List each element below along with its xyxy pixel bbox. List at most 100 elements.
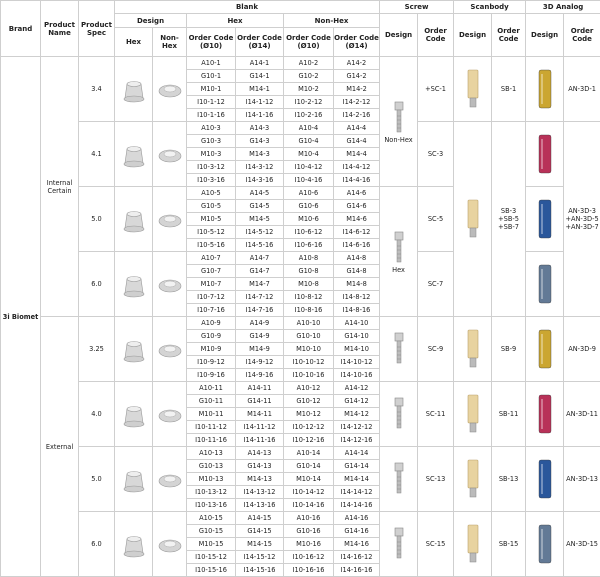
order-code-cell: G14-7	[236, 265, 284, 278]
order-code-cell: I10-12-12	[284, 421, 334, 434]
order-code-cell: G14-4	[334, 135, 380, 148]
order-code-cell: M10-3	[187, 148, 236, 161]
analog-design-cell	[526, 187, 564, 252]
order-code-cell: G14-9	[236, 330, 284, 343]
order-code-cell: G14-15	[236, 525, 284, 538]
order-code-cell: G14-13	[236, 460, 284, 473]
header-cell: Order Code	[418, 14, 454, 57]
analog-code-cell: AN-3D-1	[564, 57, 600, 122]
order-code-cell: M10-6	[284, 213, 334, 226]
header-cell: Product Name	[41, 1, 79, 57]
code-line: AN-3D-9	[564, 345, 600, 353]
order-code-cell: I10-10-16	[284, 369, 334, 382]
order-code-cell: I10-1-12	[187, 96, 236, 109]
analog-image	[537, 133, 553, 175]
order-code-cell: A10-16	[284, 512, 334, 525]
analog-code-cell: AN-3D-9	[564, 317, 600, 382]
analog-design-cell	[526, 252, 564, 317]
scanbody-design-cell	[454, 447, 492, 512]
non-hex-design-cell	[153, 122, 187, 187]
non-hex-design-cell	[153, 512, 187, 577]
order-code-cell: G14-6	[334, 200, 380, 213]
spec-cell: 3.4	[79, 57, 115, 122]
header-cell: Order Code (Ø10)	[284, 28, 334, 57]
header-cell: Design	[526, 14, 564, 57]
order-code-cell: M10-11	[187, 408, 236, 421]
product-name-cell: Internal Certain	[41, 57, 79, 317]
order-code-cell: I14-4-12	[334, 161, 380, 174]
order-code-cell: I14-2-16	[334, 109, 380, 122]
order-code-cell: I14-2-12	[334, 96, 380, 109]
order-code-cell: I14-11-16	[236, 434, 284, 447]
order-code-cell: M10-12	[284, 408, 334, 421]
order-code-cell: A14-9	[236, 317, 284, 330]
analog-code-cell: AN-3D-3+AN-3D-5+AN-3D-7	[564, 122, 600, 317]
order-code-cell: A10-7	[187, 252, 236, 265]
order-code-cell: M14-2	[334, 83, 380, 96]
order-code-cell: M14-13	[236, 473, 284, 486]
order-code-cell: M14-8	[334, 278, 380, 291]
product-name-cell: External	[41, 317, 79, 577]
header-cell: Design	[380, 14, 418, 57]
order-code-cell: M14-12	[334, 408, 380, 421]
order-code-cell: G10-13	[187, 460, 236, 473]
order-code-cell: M14-11	[236, 408, 284, 421]
scanbody-image	[466, 68, 480, 110]
header-cell: Scanbody	[454, 1, 526, 14]
order-code-cell: G14-5	[236, 200, 284, 213]
order-code-cell: I14-1-12	[236, 96, 284, 109]
header-cell: Order Code	[492, 14, 526, 57]
analog-image	[537, 328, 553, 370]
order-code-cell: A14-2	[334, 57, 380, 70]
hex-abutment-image	[119, 399, 149, 429]
screw-code-cell: SC-3	[418, 122, 454, 187]
header-cell: Hex	[187, 14, 284, 28]
order-code-cell: A14-13	[236, 447, 284, 460]
order-code-cell: I10-14-12	[284, 486, 334, 499]
order-code-cell: G10-6	[284, 200, 334, 213]
order-code-cell: A14-5	[236, 187, 284, 200]
order-code-cell: I10-12-16	[284, 434, 334, 447]
screw-image	[392, 331, 406, 367]
hex-design-cell	[115, 122, 153, 187]
screw-image	[392, 461, 406, 497]
analog-design-cell	[526, 382, 564, 447]
scanbody-code-cell: SB-13	[492, 447, 526, 512]
code-line: SB-1	[492, 85, 525, 93]
order-code-cell: M14-4	[334, 148, 380, 161]
brand-cell: 3i Biomet	[1, 57, 41, 577]
order-code-cell: G14-14	[334, 460, 380, 473]
order-code-cell: M10-14	[284, 473, 334, 486]
order-code-cell: A14-15	[236, 512, 284, 525]
order-code-cell: I14-14-12	[334, 486, 380, 499]
order-code-cell: I10-13-16	[187, 499, 236, 512]
analog-image	[537, 68, 553, 110]
analog-design-cell	[526, 122, 564, 187]
header-row: Brand Product Name Product Spec Blank Sc…	[1, 1, 600, 14]
screw-image	[392, 100, 406, 136]
order-code-cell: A10-13	[187, 447, 236, 460]
order-code-cell: I10-6-12	[284, 226, 334, 239]
analog-image	[537, 393, 553, 435]
order-code-cell: G14-11	[236, 395, 284, 408]
scanbody-code-cell: SB-9	[492, 317, 526, 382]
screw-design-cell	[380, 512, 418, 577]
screw-code-cell: SC-15	[418, 512, 454, 577]
code-line: SB-9	[492, 345, 525, 353]
spec-cell: 4.0	[79, 382, 115, 447]
code-line: SB-15	[492, 540, 525, 548]
screw-image	[392, 526, 406, 562]
order-code-cell: I14-8-12	[334, 291, 380, 304]
order-code-cell: A10-1	[187, 57, 236, 70]
order-code-cell: I14-6-12	[334, 226, 380, 239]
order-code-cell: M10-7	[187, 278, 236, 291]
order-code-cell: G10-14	[284, 460, 334, 473]
order-code-cell: G14-2	[334, 70, 380, 83]
order-code-cell: I14-16-12	[334, 551, 380, 564]
code-line: +SB-7	[492, 223, 525, 231]
order-code-cell: A14-12	[334, 382, 380, 395]
order-code-cell: G14-10	[334, 330, 380, 343]
